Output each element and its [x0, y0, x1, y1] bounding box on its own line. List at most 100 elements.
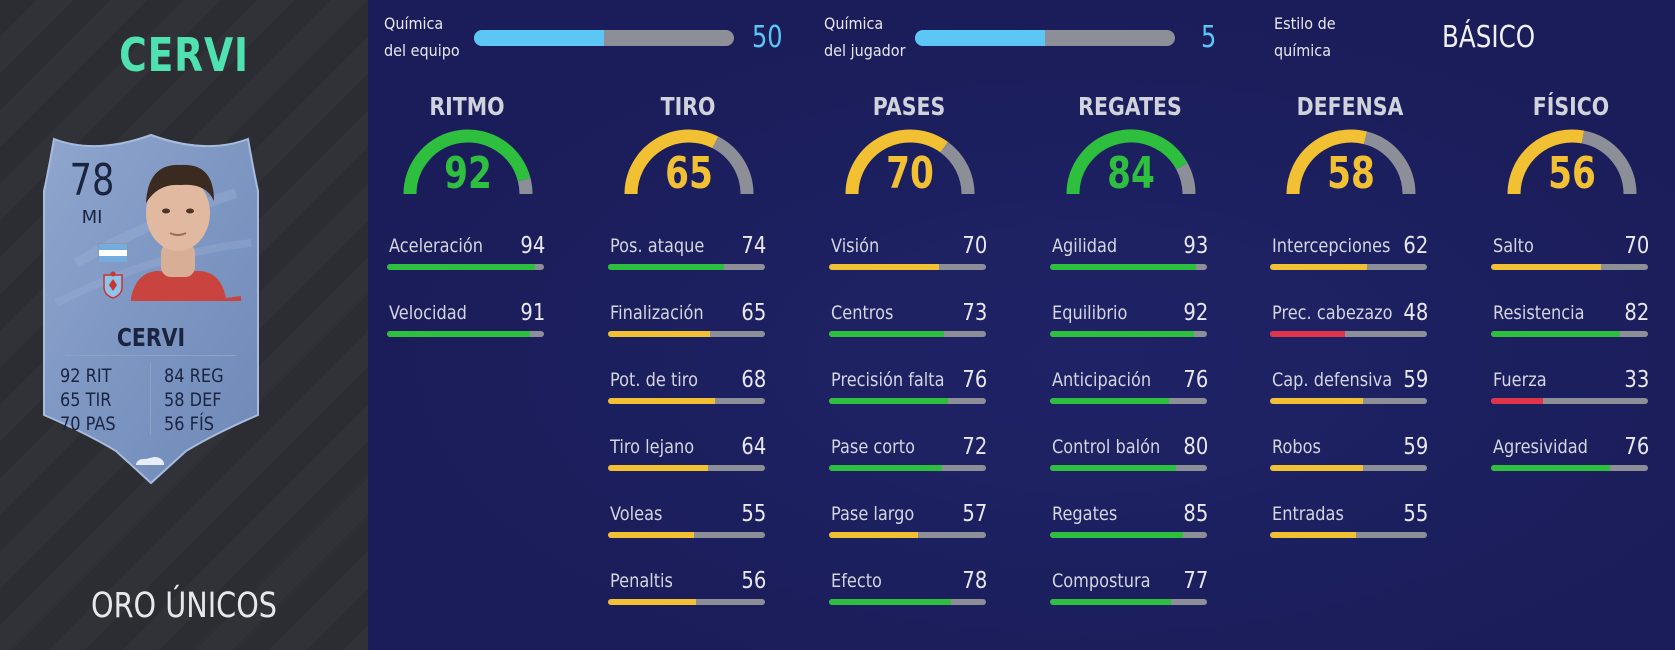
- attribute-label: Efecto: [831, 570, 882, 592]
- card-rating: 78: [69, 155, 115, 206]
- attribute-bar: [829, 532, 986, 538]
- category-column-5: FÍSICO 56 Salto 70 Resistencia 82 Fuerza 33 Agre…: [1491, 0, 1651, 650]
- category-title: DEFENSA: [1296, 92, 1404, 121]
- attribute-bar: [1050, 331, 1207, 337]
- category-column-3: REGATES 84 Agilidad 93 Equilibrio 92 Anticipac…: [1050, 0, 1210, 650]
- attribute-value: 59: [1403, 434, 1428, 460]
- attribute-value: 85: [1183, 501, 1208, 527]
- gauge-track: [712, 136, 754, 195]
- category-rating: 84: [1107, 148, 1155, 199]
- team-chemistry-label: Química del equipo: [384, 14, 460, 60]
- card-stat-label: FÍS: [189, 413, 214, 435]
- attribute-bar: [387, 331, 544, 337]
- attribute-value: 55: [741, 501, 766, 527]
- attribute-bar: [608, 532, 765, 538]
- card-stats-divider: [150, 363, 151, 435]
- attribute-bar: [1050, 465, 1207, 471]
- player-chemistry-label: Química del jugador: [824, 14, 906, 60]
- gauge-fill: [1066, 129, 1188, 195]
- attribute-row: Voleas 55: [608, 501, 768, 543]
- attribute-bar: [1270, 331, 1427, 337]
- card-stat-fis: 56 FÍS: [164, 413, 214, 435]
- attribute-value: 91: [520, 300, 545, 326]
- attribute-bar: [608, 264, 765, 270]
- attribute-bar-fill: [829, 264, 939, 270]
- attribute-value: 33: [1624, 367, 1649, 393]
- attribute-row: Precisión falta 76: [829, 367, 989, 409]
- attribute-value: 76: [962, 367, 987, 393]
- gauge-track: [517, 177, 533, 195]
- attribute-label: Pot. de tiro: [610, 369, 698, 391]
- attribute-label: Regates: [1052, 503, 1118, 525]
- gauge-fill: [845, 129, 948, 195]
- attribute-label: Fuerza: [1493, 369, 1547, 391]
- attribute-row: Pase largo 57: [829, 501, 989, 543]
- attribute-label: Salto: [1493, 235, 1534, 257]
- attribute-row: Pot. de tiro 68: [608, 367, 768, 409]
- attribute-bar: [1050, 532, 1207, 538]
- category-rating: 58: [1327, 148, 1375, 199]
- attribute-row: Control balón 80: [1050, 434, 1210, 476]
- attribute-value: 76: [1624, 434, 1649, 460]
- attribute-row: Regates 85: [1050, 501, 1210, 543]
- attribute-row: Cap. defensiva 59: [1270, 367, 1430, 409]
- attribute-label: Prec. cabezazo: [1272, 302, 1393, 324]
- attribute-value: 78: [962, 568, 987, 594]
- attribute-label: Visión: [831, 235, 880, 257]
- card-stat-value: 92: [60, 365, 81, 387]
- attribute-bar: [1491, 465, 1648, 471]
- category-title: FÍSICO: [1532, 92, 1610, 121]
- card-stat-rit: 92 RIT: [60, 365, 112, 387]
- attribute-label: Agresividad: [1493, 436, 1588, 458]
- attribute-bar: [1050, 599, 1207, 605]
- attribute-value: 94: [520, 233, 545, 259]
- category-rating: 65: [665, 148, 713, 199]
- player-card[interactable]: 78 MI CERVI 92 RIT 65 TIR 70 PAS 84 REG 58 DE…: [36, 133, 266, 487]
- category-gauge: [845, 129, 975, 195]
- attribute-label: Centros: [831, 302, 894, 324]
- attribute-label: Robos: [1272, 436, 1321, 458]
- gauge-track: [940, 141, 975, 195]
- attribute-bar: [608, 331, 765, 337]
- attribute-value: 72: [962, 434, 987, 460]
- attribute-label: Aceleración: [389, 235, 484, 257]
- attribute-bar-fill: [1270, 264, 1368, 270]
- attribute-bar: [829, 331, 986, 337]
- team-chemistry-bar: [474, 30, 734, 46]
- attribute-bar: [1491, 331, 1648, 337]
- attribute-label: Agilidad: [1052, 235, 1118, 257]
- gauge-track: [1363, 131, 1416, 195]
- attribute-value: 62: [1403, 233, 1428, 259]
- attribute-bar-fill: [1491, 331, 1620, 337]
- attribute-label: Precisión falta: [831, 369, 945, 391]
- player-card-panel: CERVI 78: [0, 0, 368, 650]
- attribute-label: Control balón: [1052, 436, 1161, 458]
- attribute-value: 59: [1403, 367, 1428, 393]
- attribute-row: Compostura 77: [1050, 568, 1210, 610]
- category-gauge: [1286, 129, 1416, 195]
- attribute-label: Pos. ataque: [610, 235, 705, 257]
- attribute-bar-fill: [608, 264, 725, 270]
- chemistry-style-value[interactable]: BÁSICO: [1442, 20, 1536, 55]
- category-title: REGATES: [1078, 92, 1182, 121]
- attribute-bar-fill: [608, 398, 715, 404]
- attribute-value: 68: [741, 367, 766, 393]
- card-stat-def: 58 DEF: [164, 389, 222, 411]
- attribute-value: 56: [741, 568, 766, 594]
- attribute-row: Finalización 65: [608, 300, 768, 342]
- gauge-fill: [1286, 129, 1368, 195]
- player-chemistry-fill: [915, 30, 1045, 46]
- attribute-label: Voleas: [610, 503, 663, 525]
- attribute-row: Aceleración 94: [387, 233, 547, 275]
- attribute-bar: [1050, 264, 1207, 270]
- attribute-label: Resistencia: [1493, 302, 1585, 324]
- attribute-bar: [1270, 465, 1427, 471]
- gauge-fill: [1507, 129, 1585, 195]
- attribute-bar-fill: [1270, 398, 1363, 404]
- player-name-heading: CERVI: [119, 28, 249, 82]
- player-chemistry-value: 5: [1201, 20, 1217, 55]
- card-stat-pas: 70 PAS: [60, 413, 116, 435]
- attribute-label: Pase largo: [831, 503, 915, 525]
- category-gauge: [624, 129, 754, 195]
- player-photo: [131, 164, 241, 301]
